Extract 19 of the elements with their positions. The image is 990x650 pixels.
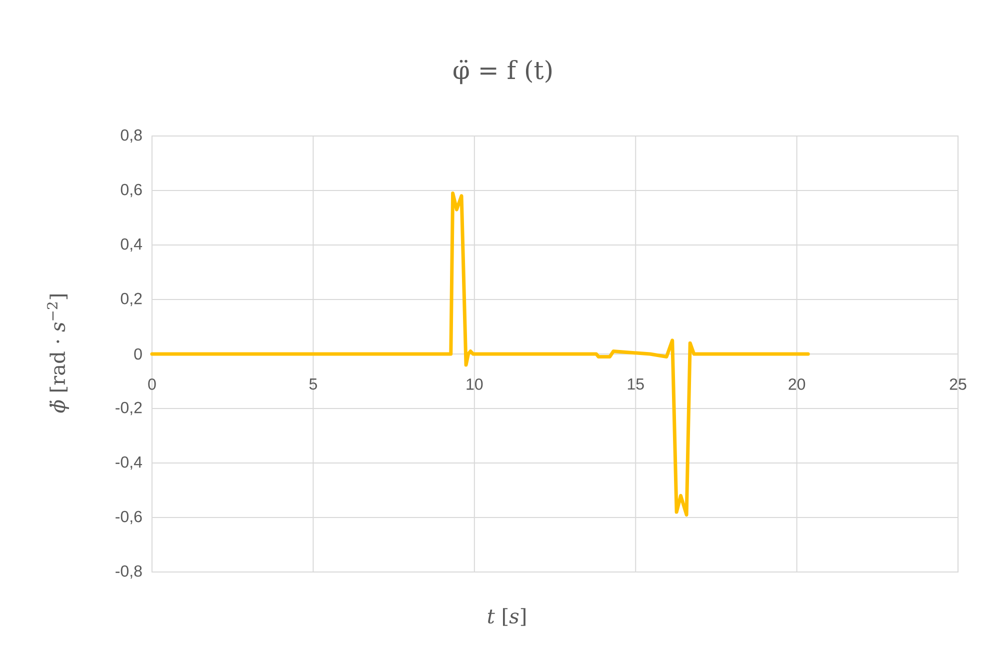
x-axis-title: t [s] — [488, 608, 526, 626]
y-tick-label: -0,2 — [116, 402, 142, 416]
x-tick-label: 10 — [466, 378, 483, 390]
chart-title: φ̈ = f (t) — [454, 60, 552, 84]
x-tick-label: 20 — [788, 378, 806, 390]
line-series — [150, 191, 810, 517]
y-tick-label: 0,4 — [120, 238, 142, 252]
x-tick-label: 5 — [309, 378, 317, 390]
y-tick-label: -0,6 — [116, 510, 142, 524]
y-tick-label: 0,6 — [120, 184, 142, 198]
x-tick-label: 0 — [148, 378, 156, 390]
y-tick-label: -0,4 — [116, 456, 142, 470]
y-tick-label: -0,8 — [116, 565, 142, 579]
y-tick-label: 0 — [134, 348, 142, 360]
y-axis-title: ϕ̈ [rad · s$^{−2}$] — [46, 294, 70, 413]
y-tick-label: 0,2 — [120, 292, 142, 306]
x-tick-label: 25 — [950, 378, 966, 390]
x-tick-label: 15 — [628, 378, 644, 390]
y-tick-label: 0,8 — [120, 129, 142, 143]
